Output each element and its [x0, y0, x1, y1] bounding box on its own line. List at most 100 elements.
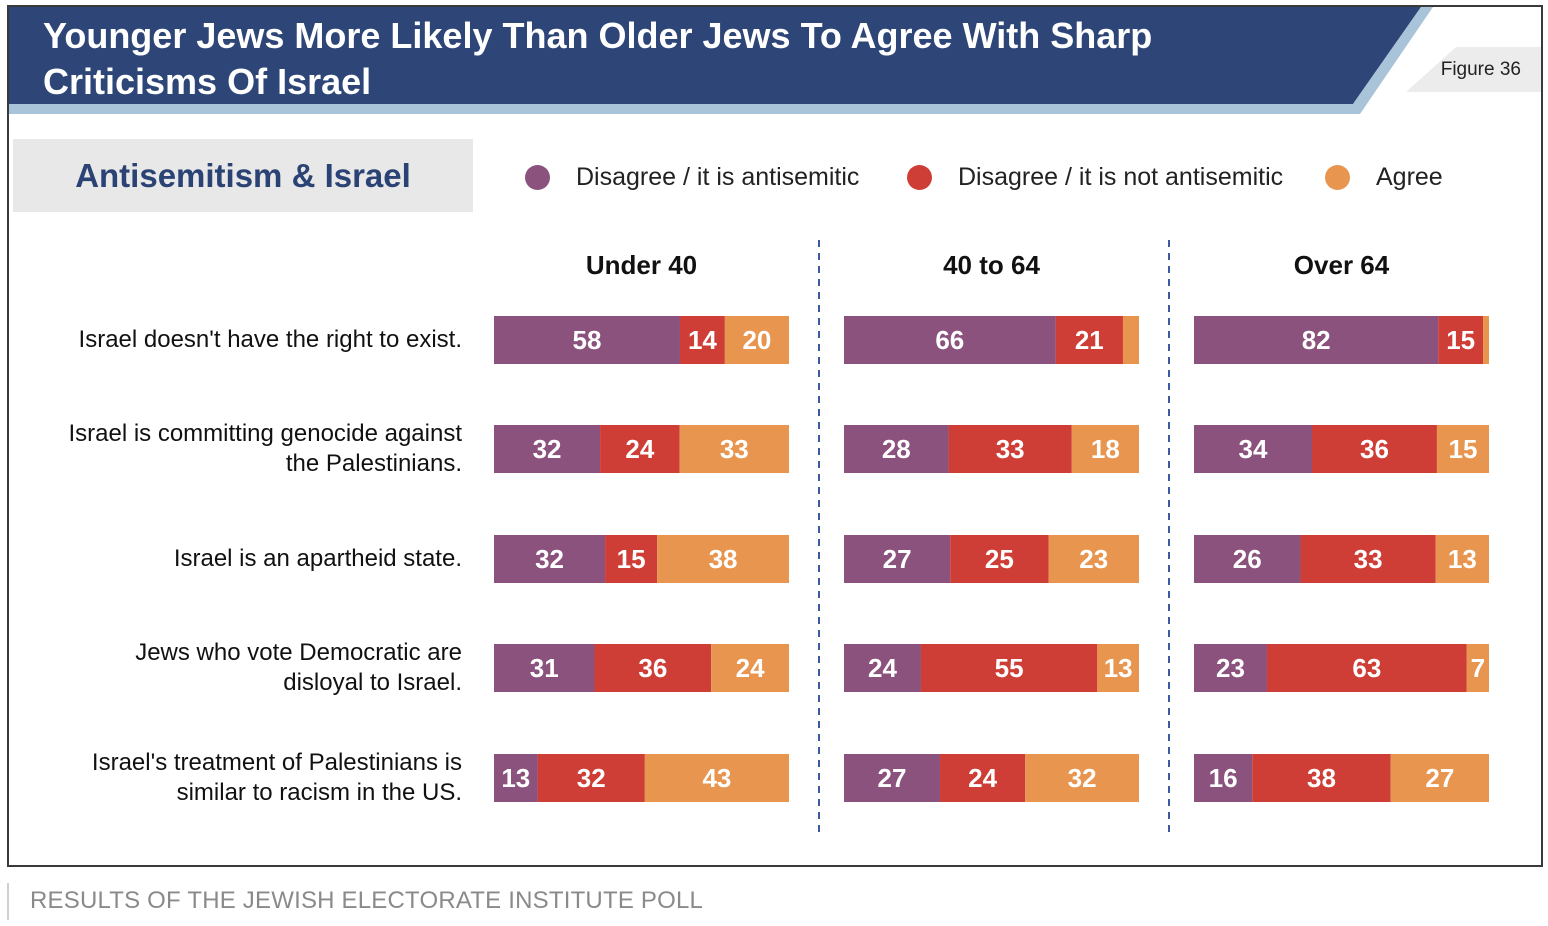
- bar-segment: [644, 754, 789, 802]
- bar-value-label: 34: [1239, 434, 1268, 464]
- bar-value-label: 31: [530, 653, 559, 683]
- bar-value-label: 7: [1471, 653, 1485, 683]
- bar-value-label: 18: [1091, 434, 1120, 464]
- legend-dot-purple: [525, 164, 550, 190]
- legend-dot-red: [907, 164, 932, 190]
- bar-segment: [1435, 535, 1489, 583]
- bar-segment: [494, 754, 538, 802]
- bar-segment: [1390, 754, 1489, 802]
- bar-segment: [1048, 535, 1139, 583]
- bar-segment: [1055, 316, 1123, 364]
- bar-segment: [1438, 316, 1484, 364]
- bar-value-label: 15: [1449, 434, 1478, 464]
- section-title: Antisemitism & Israel: [75, 157, 411, 194]
- bar-value-label: 15: [1446, 325, 1475, 355]
- bar-value-label: 23: [1216, 653, 1245, 683]
- title-banner: [9, 7, 1541, 114]
- stacked-bar-chart: Under 40 40 to 64 Over 64 58 14 20 66 21 82 15 32 2…: [494, 240, 1489, 835]
- category-label: Israel's treatment of Palestinians is sim…: [22, 748, 462, 808]
- bar-segment: [1071, 425, 1139, 473]
- bar-value-label: 38: [1307, 763, 1336, 793]
- group-header: Over 64: [1294, 250, 1390, 280]
- bar-value-label: 32: [577, 763, 606, 793]
- bar-segment: [1194, 535, 1301, 583]
- bar-value-label: 24: [868, 653, 897, 683]
- bar-segment: [1097, 644, 1139, 692]
- bar-value-label: 27: [883, 544, 912, 574]
- bar-segment: [1194, 316, 1439, 364]
- bar-segment: [1194, 425, 1312, 473]
- legend-label: Disagree / it is not antisemitic: [958, 162, 1284, 191]
- bar-segment: [679, 316, 725, 364]
- bar-segment: [844, 535, 951, 583]
- bar-value-label: 43: [702, 763, 731, 793]
- bar-segment: [594, 644, 712, 692]
- bar-value-label: 25: [985, 544, 1014, 574]
- bar-value-label: 28: [882, 434, 911, 464]
- legend-label: Disagree / it is antisemitic: [576, 162, 860, 191]
- bar-segment: [494, 425, 601, 473]
- bar-segment: [939, 754, 1026, 802]
- category-label-line: Israel is committing genocide against: [68, 420, 462, 447]
- bar-value-label: 58: [573, 325, 602, 355]
- category-label: Israel is an apartheid state.: [22, 544, 462, 574]
- bar-segment: [494, 535, 606, 583]
- bar-segment: [605, 535, 658, 583]
- bar-segment: [948, 425, 1072, 473]
- bar-value-label: 32: [533, 434, 562, 464]
- category-label-line: Israel doesn't have the right to exist.: [78, 326, 462, 353]
- bar-segment: [844, 754, 940, 802]
- legend-item-antisemitic: Disagree / it is antisemitic: [525, 159, 859, 195]
- bar-segment: [494, 644, 595, 692]
- bar-value-label: 24: [968, 763, 997, 793]
- category-label-line: Jews who vote Democratic are: [135, 639, 462, 666]
- bar-segment: [537, 754, 645, 802]
- bar-segment: [711, 644, 789, 692]
- bar-value-label: 38: [709, 544, 738, 574]
- bar-value-label: 24: [736, 653, 765, 683]
- bar-value-label: 13: [1104, 653, 1133, 683]
- bar-value-label: 66: [935, 325, 964, 355]
- bar-value-label: 13: [501, 763, 530, 793]
- bar-segment: [1436, 425, 1489, 473]
- bar-segment: [494, 316, 680, 364]
- bar-value-label: 63: [1352, 653, 1381, 683]
- bar-segment: [657, 535, 789, 583]
- bar-value-label: 13: [1448, 544, 1477, 574]
- category-label: Israel doesn't have the right to exist.: [22, 325, 462, 355]
- bar-value-label: 32: [1068, 763, 1097, 793]
- legend-dot-orange: [1325, 164, 1350, 190]
- caption-divider: [7, 883, 9, 920]
- bar-value-label: 26: [1233, 544, 1262, 574]
- category-label-line: Israel is an apartheid state.: [173, 545, 462, 572]
- title-banner-fill: [9, 7, 1421, 104]
- bar-value-label: 33: [1354, 544, 1383, 574]
- legend-item-not-antisemitic: Disagree / it is not antisemitic: [907, 159, 1283, 195]
- bar-segment: [844, 316, 1056, 364]
- bar-segment: [1266, 644, 1467, 692]
- bar-value-label: 36: [1360, 434, 1389, 464]
- bar-segment: [844, 425, 949, 473]
- bar-segment: [1194, 644, 1267, 692]
- chart-title: Younger Jews More Likely Than Older Jews…: [43, 15, 1153, 102]
- bar-value-label: 23: [1079, 544, 1108, 574]
- bar-segment: [1466, 644, 1489, 692]
- bar-segment: [724, 316, 789, 364]
- category-label-line: disloyal to Israel.: [283, 669, 462, 696]
- bar-value-label: 33: [996, 434, 1025, 464]
- bar-value-label: 15: [617, 544, 646, 574]
- bar-value-label: 14: [688, 325, 717, 355]
- bar-value-label: 27: [878, 763, 907, 793]
- category-label-line: Israel's treatment of Palestinians is: [91, 749, 462, 776]
- bar-segment: [1300, 535, 1436, 583]
- category-label-line: similar to racism in the US.: [176, 779, 462, 806]
- section-box: Antisemitism & Israel: [13, 139, 473, 212]
- bar-value-label: 32: [535, 544, 564, 574]
- category-label: Jews who vote Democratic are disloyal to …: [22, 638, 462, 698]
- group-header: 40 to 64: [943, 250, 1040, 280]
- bar-value-label: 16: [1209, 763, 1238, 793]
- bar-segment: [1122, 316, 1139, 364]
- bar-segment: [1483, 316, 1489, 364]
- bar-segment: [1252, 754, 1391, 802]
- legend-item-agree: Agree: [1325, 159, 1443, 195]
